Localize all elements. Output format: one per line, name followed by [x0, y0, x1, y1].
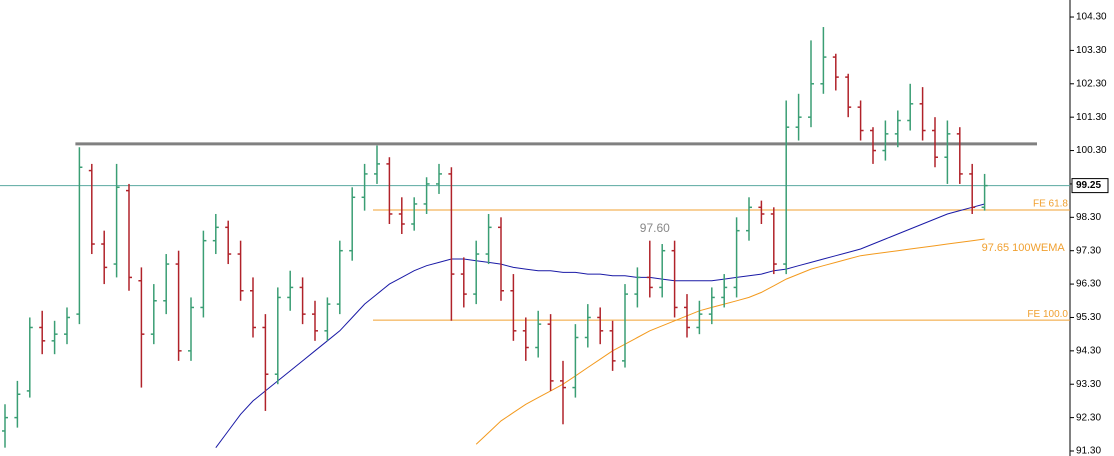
moving-average: [215, 203, 985, 448]
y-tick-label: 97.30: [1076, 245, 1101, 256]
y-tick-label: 92.30: [1076, 412, 1101, 423]
y-tick-label: 104.30: [1076, 12, 1107, 23]
y-tick-label: 95.30: [1076, 312, 1101, 323]
y-tick-label: 103.30: [1076, 45, 1107, 56]
y-tick-label: 100.30: [1076, 145, 1107, 156]
level-label: FE 100.0: [1027, 309, 1068, 320]
annotation: 97.60: [640, 221, 670, 235]
level-label: FE 61.8: [1033, 199, 1068, 210]
current-price-box: [1071, 178, 1109, 194]
y-tick-label: 91.30: [1076, 446, 1101, 456]
moving-average: [475, 238, 985, 445]
y-tick-label: 94.30: [1076, 345, 1101, 356]
y-tick-label: 93.30: [1076, 379, 1101, 390]
y-tick-label: 98.30: [1076, 212, 1101, 223]
y-tick-label: 102.30: [1076, 78, 1107, 89]
y-tick-label: 96.30: [1076, 279, 1101, 290]
annotation: 97.65 100WEMA: [982, 242, 1066, 254]
current-price-label: 99.25: [1076, 180, 1101, 191]
y-tick-label: 101.30: [1076, 112, 1107, 123]
